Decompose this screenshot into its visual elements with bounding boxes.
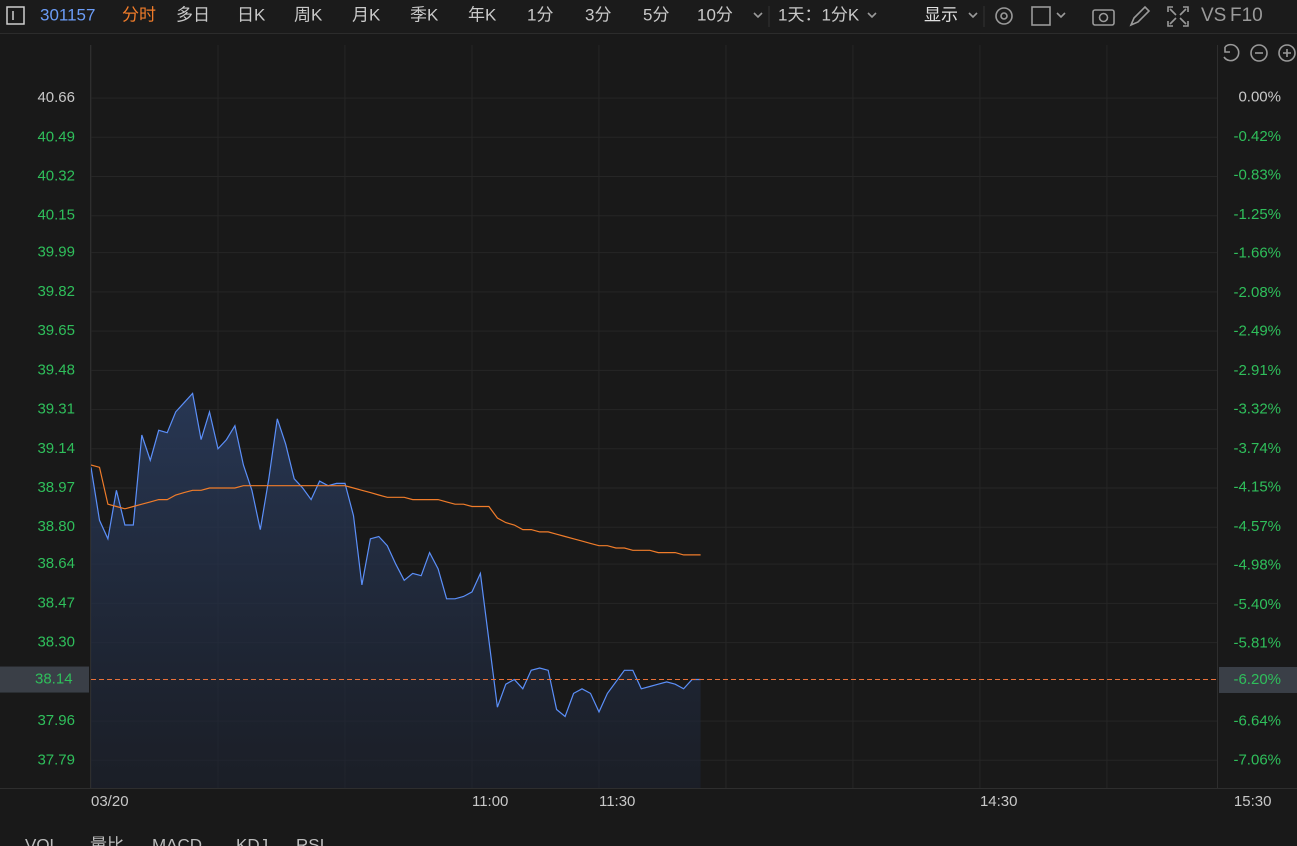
x-tick-label: 14:30 bbox=[980, 793, 1018, 810]
x-tick-label: 11:30 bbox=[599, 793, 635, 810]
last-price-box bbox=[0, 666, 89, 693]
y-tick-label: 40.66 bbox=[37, 89, 75, 106]
timeframe-tab[interactable]: 5分 bbox=[643, 5, 669, 24]
y-tick-label: 38.80 bbox=[37, 518, 75, 535]
y2-tick-label: -5.81% bbox=[1233, 634, 1281, 651]
timeframe-tab[interactable]: 1分 bbox=[527, 5, 553, 24]
indicator-tab[interactable]: MACD bbox=[152, 835, 202, 846]
last-price-label: 38.14 bbox=[35, 671, 73, 688]
y2-tick-label: -2.49% bbox=[1233, 322, 1281, 339]
period-select[interactable]: 1天：1分K bbox=[778, 5, 860, 24]
x-tick-label: 11:00 bbox=[472, 793, 508, 810]
fullscreen-icon[interactable] bbox=[1167, 6, 1189, 27]
chevron bbox=[867, 12, 877, 19]
timeframe-tab[interactable]: 周K bbox=[294, 5, 323, 24]
y-tick-label: 39.65 bbox=[37, 322, 75, 339]
last-change-box bbox=[1219, 666, 1297, 693]
y-tick-label: 40.49 bbox=[37, 128, 75, 145]
reset-icon[interactable] bbox=[1223, 43, 1240, 62]
y-tick-label: 39.82 bbox=[37, 283, 75, 300]
camera-icon[interactable] bbox=[1092, 9, 1115, 26]
f10-button[interactable]: F10 bbox=[1230, 5, 1263, 26]
menu-icon[interactable] bbox=[6, 6, 25, 25]
indicator-tab[interactable]: RSI bbox=[296, 835, 324, 846]
active-tab[interactable]: 分时 bbox=[122, 5, 156, 24]
y-tick-label: 38.64 bbox=[37, 555, 75, 572]
y-tick-label: 40.32 bbox=[37, 167, 75, 184]
timeframe-tab[interactable]: 多日 bbox=[176, 5, 210, 24]
settings-icon[interactable] bbox=[995, 7, 1013, 25]
timeframe-tab[interactable]: 3分 bbox=[585, 5, 611, 24]
indicator-tab[interactable]: KDJ bbox=[236, 835, 268, 846]
price-line bbox=[91, 392, 701, 718]
timeframe-tab[interactable]: 10分 bbox=[697, 5, 733, 24]
x-tick-label: 15:30 bbox=[1234, 793, 1272, 810]
zoom-in-cross bbox=[1283, 49, 1291, 57]
y2-tick-label: -5.40% bbox=[1233, 596, 1281, 613]
y-tick-label: 39.31 bbox=[37, 401, 75, 418]
y-tick-label: 39.48 bbox=[37, 361, 75, 378]
timeframe-tab[interactable]: 日K bbox=[237, 5, 266, 24]
zoom-out[interactable] bbox=[1250, 44, 1268, 62]
chevron bbox=[1056, 12, 1066, 19]
y2-tick-label: -4.57% bbox=[1233, 518, 1281, 535]
y2-tick-label: -4.15% bbox=[1233, 478, 1281, 495]
timeframe-tab[interactable]: 月K bbox=[352, 5, 381, 24]
timeframe-tab[interactable]: 季K bbox=[410, 5, 439, 24]
display-menu[interactable]: 显示 bbox=[924, 5, 958, 24]
zoom-in[interactable] bbox=[1278, 44, 1296, 62]
stock-code[interactable]: 301157 bbox=[40, 5, 95, 24]
y2-tick-label: -1.25% bbox=[1233, 206, 1281, 223]
y2-tick-label: -2.91% bbox=[1233, 362, 1281, 379]
chevron bbox=[753, 12, 763, 19]
y2-tick-label: -7.06% bbox=[1233, 752, 1281, 769]
y2-tick-label: -0.83% bbox=[1233, 167, 1281, 184]
x-tick-label: 03/20 bbox=[91, 793, 129, 810]
y-tick-label: 38.97 bbox=[37, 479, 75, 496]
y-tick-label: 40.15 bbox=[37, 207, 75, 224]
y-tick-label: 38.47 bbox=[37, 594, 75, 611]
toolbar bbox=[0, 0, 1297, 33]
price-area bbox=[91, 393, 701, 788]
average-line bbox=[91, 464, 701, 556]
timeframe-tab[interactable]: 年K bbox=[468, 5, 497, 24]
layout-icon[interactable] bbox=[1031, 6, 1051, 26]
y-tick-label: 39.14 bbox=[37, 440, 75, 457]
indicator-tab[interactable]: VOL bbox=[25, 835, 59, 846]
y2-tick-label: 0.00% bbox=[1238, 89, 1281, 106]
y-tick-label: 37.96 bbox=[37, 712, 75, 729]
chevron bbox=[968, 12, 978, 19]
y2-tick-label: -0.42% bbox=[1233, 128, 1281, 145]
y2-tick-label: -3.74% bbox=[1233, 440, 1281, 457]
y2-tick-label: -4.98% bbox=[1233, 556, 1281, 573]
y-tick-label: 38.30 bbox=[37, 634, 75, 651]
y2-tick-label: -1.66% bbox=[1233, 244, 1281, 261]
y2-tick-label: -2.08% bbox=[1233, 284, 1281, 301]
y2-tick-label: -6.64% bbox=[1233, 712, 1281, 729]
y-tick-label: 39.99 bbox=[37, 244, 75, 261]
y-tick-label: 37.79 bbox=[37, 751, 75, 768]
indicator-tab[interactable]: 量比 bbox=[90, 835, 124, 846]
vs-button[interactable]: VS bbox=[1201, 5, 1226, 26]
pencil-icon[interactable] bbox=[1129, 5, 1151, 27]
settings-icon-core bbox=[1000, 12, 1008, 20]
chart: 40.66 40.49 40.32 40.15 39.99 39.82 39.65 39.48… bbox=[0, 45, 1297, 810]
camera-lens bbox=[1098, 12, 1109, 23]
last-change-label: -6.20% bbox=[1233, 671, 1281, 688]
y2-tick-label: -3.32% bbox=[1233, 400, 1281, 417]
